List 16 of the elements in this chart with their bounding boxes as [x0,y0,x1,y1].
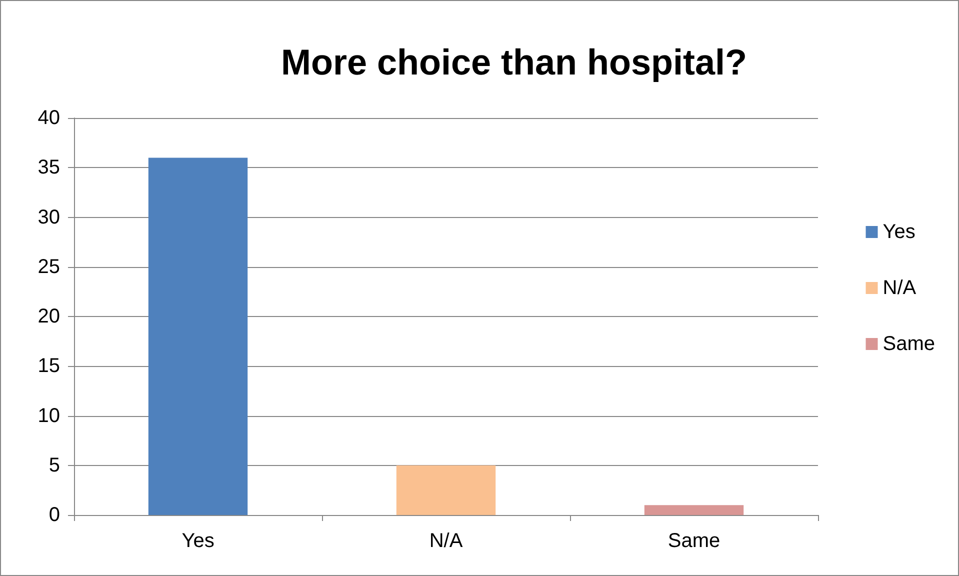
y-tick-label: 20 [38,306,60,328]
y-tick-label: 40 [38,107,60,129]
y-tick-label: 35 [38,156,60,179]
chart-title: More choice than hospital? [280,42,748,82]
y-tick-label: 10 [38,404,60,427]
y-tick-label: 5 [48,454,60,476]
legend-label: Yes [882,221,916,243]
y-tick-label: 30 [38,206,60,228]
y-tick-label: 0 [48,504,60,526]
x-tick-label: N/A [429,530,464,552]
y-tick-label: 25 [38,256,60,278]
x-tick-label: Yes [182,530,214,552]
x-tick-label: Same [668,530,720,552]
legend-label: N/A [882,277,917,299]
legend-label: Same [882,333,936,355]
y-tick-label: 15 [38,355,60,378]
